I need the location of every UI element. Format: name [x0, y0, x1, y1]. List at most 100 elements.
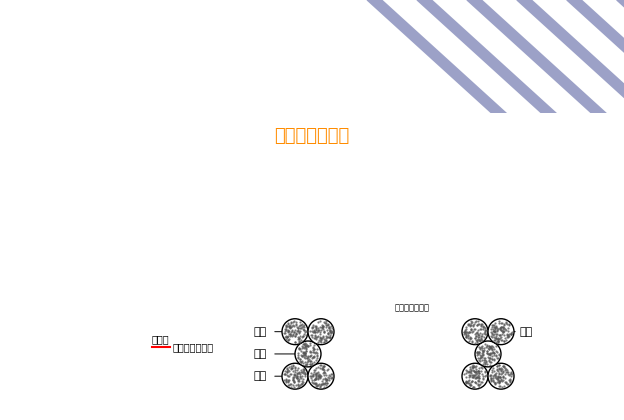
Point	[474, 375, 484, 382]
Point	[507, 370, 517, 377]
Point	[298, 375, 308, 382]
Circle shape	[462, 363, 488, 389]
Point	[298, 366, 308, 373]
Point	[312, 333, 322, 340]
Point	[285, 333, 295, 339]
Point	[494, 351, 504, 358]
Point	[297, 380, 307, 387]
Point	[486, 345, 496, 352]
Point	[311, 375, 321, 382]
Point	[484, 358, 494, 365]
Point	[279, 370, 289, 377]
Point	[294, 344, 304, 351]
Point	[299, 341, 309, 348]
Point	[316, 382, 326, 389]
Point	[477, 346, 487, 353]
Point	[503, 327, 513, 334]
Point	[311, 323, 321, 330]
Point	[281, 375, 291, 382]
Point	[501, 380, 511, 387]
Point	[291, 321, 301, 328]
Point	[474, 377, 484, 384]
Point	[471, 363, 481, 370]
Point	[318, 370, 328, 376]
Point	[499, 326, 509, 332]
Point	[466, 326, 475, 333]
Point	[487, 346, 497, 352]
Point	[315, 383, 325, 390]
Point	[470, 368, 480, 375]
Point	[467, 329, 477, 336]
Point	[505, 378, 515, 384]
Point	[467, 383, 477, 390]
Point	[324, 375, 334, 382]
Point	[283, 337, 293, 344]
Point	[467, 363, 477, 370]
Point	[504, 333, 514, 340]
Point	[494, 377, 504, 383]
Point	[474, 370, 484, 377]
Point	[497, 323, 507, 330]
Circle shape	[295, 341, 321, 367]
Point	[307, 360, 317, 366]
Point	[308, 333, 318, 340]
Point	[318, 362, 328, 369]
Point	[321, 372, 331, 379]
Point	[478, 373, 488, 379]
Point	[311, 325, 321, 332]
Point	[314, 329, 324, 336]
Point	[479, 323, 489, 330]
Point	[490, 342, 500, 349]
Point	[495, 373, 505, 380]
Point	[478, 323, 488, 330]
Point	[310, 346, 319, 352]
Point	[281, 334, 291, 341]
Point	[492, 355, 502, 362]
Point	[300, 373, 310, 380]
Point	[471, 370, 481, 377]
Point	[468, 364, 478, 371]
Point	[311, 375, 321, 382]
Point	[499, 363, 509, 370]
Point	[290, 367, 300, 374]
Point	[467, 378, 477, 384]
Point	[317, 378, 327, 385]
Point	[314, 381, 324, 387]
Point	[466, 371, 475, 378]
Point	[489, 357, 499, 364]
Point	[284, 323, 294, 329]
Point	[296, 321, 306, 328]
Point	[318, 326, 328, 333]
Text: 下环: 下环	[254, 371, 267, 381]
Point	[473, 333, 483, 340]
Point	[468, 328, 478, 334]
Point	[484, 351, 494, 357]
Point	[473, 318, 483, 325]
Point	[293, 377, 303, 383]
Point	[283, 381, 293, 388]
Point	[300, 344, 310, 350]
Point	[292, 328, 302, 334]
Point	[490, 323, 500, 330]
Point	[502, 380, 512, 387]
Point	[290, 369, 300, 376]
Point	[293, 366, 303, 373]
Point	[313, 375, 323, 381]
Point	[461, 379, 470, 386]
Point	[328, 328, 338, 335]
Point	[499, 320, 509, 327]
Point	[494, 370, 504, 377]
Point	[298, 377, 308, 384]
Point	[490, 373, 500, 380]
Point	[314, 373, 324, 380]
Point	[306, 349, 316, 356]
Point	[504, 331, 514, 338]
Point	[310, 328, 319, 335]
Point	[498, 377, 508, 383]
Point	[461, 334, 470, 341]
Point	[310, 375, 320, 382]
Circle shape	[308, 319, 334, 345]
Point	[322, 379, 332, 386]
Point	[325, 373, 335, 379]
Point	[286, 381, 296, 387]
